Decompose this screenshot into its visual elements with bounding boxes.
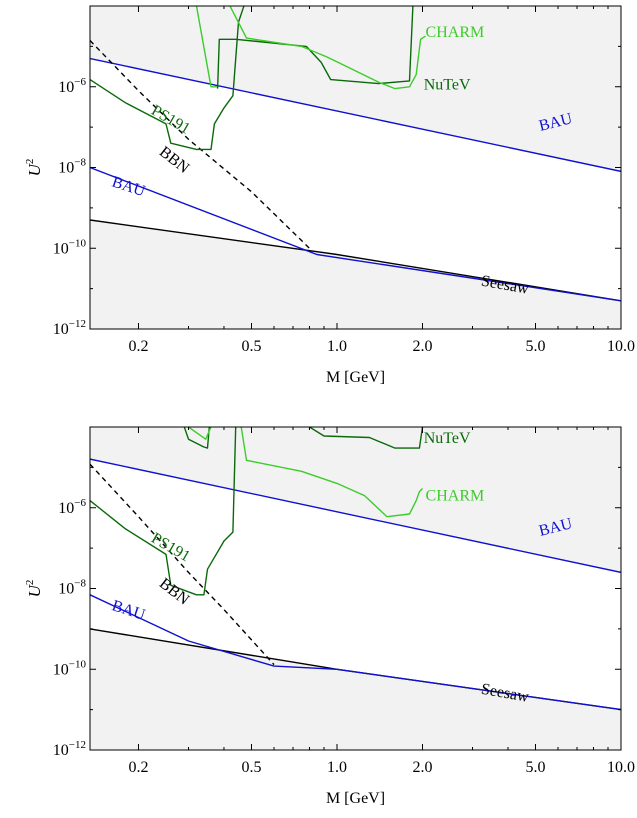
x-tick-label: 1.0 xyxy=(327,759,347,776)
bbn-curve-4 xyxy=(90,463,275,666)
bau-curve-2 xyxy=(90,594,621,711)
excluded-region-1 xyxy=(90,628,621,750)
excluded-region-1 xyxy=(90,220,621,329)
bbn-curve-4 xyxy=(90,40,310,249)
plot-area xyxy=(90,427,621,750)
ps191-curve-5 xyxy=(90,427,237,596)
bau-curve-3 xyxy=(90,57,621,173)
curve-label-nutev: NuTeV xyxy=(424,430,471,447)
curve-label-ps191: PS191 xyxy=(148,102,193,138)
curve-label-bau: BAU xyxy=(110,174,148,201)
plot-area xyxy=(90,6,621,329)
y-tick-label: 10−8 xyxy=(58,157,86,177)
y-tick-label: 10−10 xyxy=(53,658,87,678)
chart-panel-2: 0.2 0.5 1.0 2.0 5.0 10.0 10−6 10−8 10−10 10−12 M [… xyxy=(24,426,635,807)
curve-label-bau: BAU xyxy=(110,597,148,624)
x-tick-label: 0.2 xyxy=(128,338,148,355)
y-tick-label: 10−10 xyxy=(53,237,87,257)
charm-curve-9 xyxy=(240,427,424,518)
x-tick-label: 2.0 xyxy=(412,759,432,776)
bound-curve-6 xyxy=(183,427,210,449)
y-axis-title: U2 xyxy=(24,159,44,177)
excluded-region-2 xyxy=(90,6,621,172)
curve-label-nutev: NuTeV xyxy=(424,77,471,94)
curve-label-charm: CHARM xyxy=(426,24,485,41)
bau-curve-3 xyxy=(90,458,621,574)
curve-label-charm: CHARM xyxy=(426,488,485,505)
bau-curve-2 xyxy=(90,166,621,302)
x-tick-label: 10.0 xyxy=(607,759,635,776)
excluded-region-2 xyxy=(90,427,621,573)
nutev-curve-8 xyxy=(309,427,424,449)
curve-label-ps191: PS191 xyxy=(148,530,193,566)
bound-curve-7 xyxy=(216,6,414,89)
y-tick-label: 10−8 xyxy=(58,578,86,598)
curve-label-bbn: BBN xyxy=(156,575,193,609)
x-tick-label: 0.5 xyxy=(241,759,261,776)
charm-curve-8 xyxy=(229,6,426,90)
x-tick-label: 5.0 xyxy=(526,338,546,355)
y-axis-title: U2 xyxy=(24,580,44,598)
chart-panel-1: 0.2 0.5 1.0 2.0 5.0 10.0 10−6 10−8 10−10 10−12 M [… xyxy=(24,5,635,386)
curve-label-bbn: BBN xyxy=(156,143,193,177)
x-tick-label: 0.5 xyxy=(241,338,261,355)
x-tick-label: 10.0 xyxy=(607,338,635,355)
y-tick-label: 10−6 xyxy=(58,497,86,517)
ps191-curve-5 xyxy=(90,6,245,151)
bound-curve-7 xyxy=(188,427,212,440)
bound-curve-6 xyxy=(195,6,218,88)
x-axis-title: M [GeV] xyxy=(326,369,385,386)
x-axis-title: M [GeV] xyxy=(326,790,385,807)
y-tick-label: 10−12 xyxy=(53,318,86,338)
x-tick-label: 0.2 xyxy=(128,759,148,776)
y-tick-label: 10−12 xyxy=(53,739,86,759)
x-tick-label: 2.0 xyxy=(412,338,432,355)
seesaw-curve-1 xyxy=(90,219,621,302)
y-tick-label: 10−6 xyxy=(58,76,86,96)
x-tick-label: 5.0 xyxy=(526,759,546,776)
x-tick-label: 1.0 xyxy=(327,338,347,355)
